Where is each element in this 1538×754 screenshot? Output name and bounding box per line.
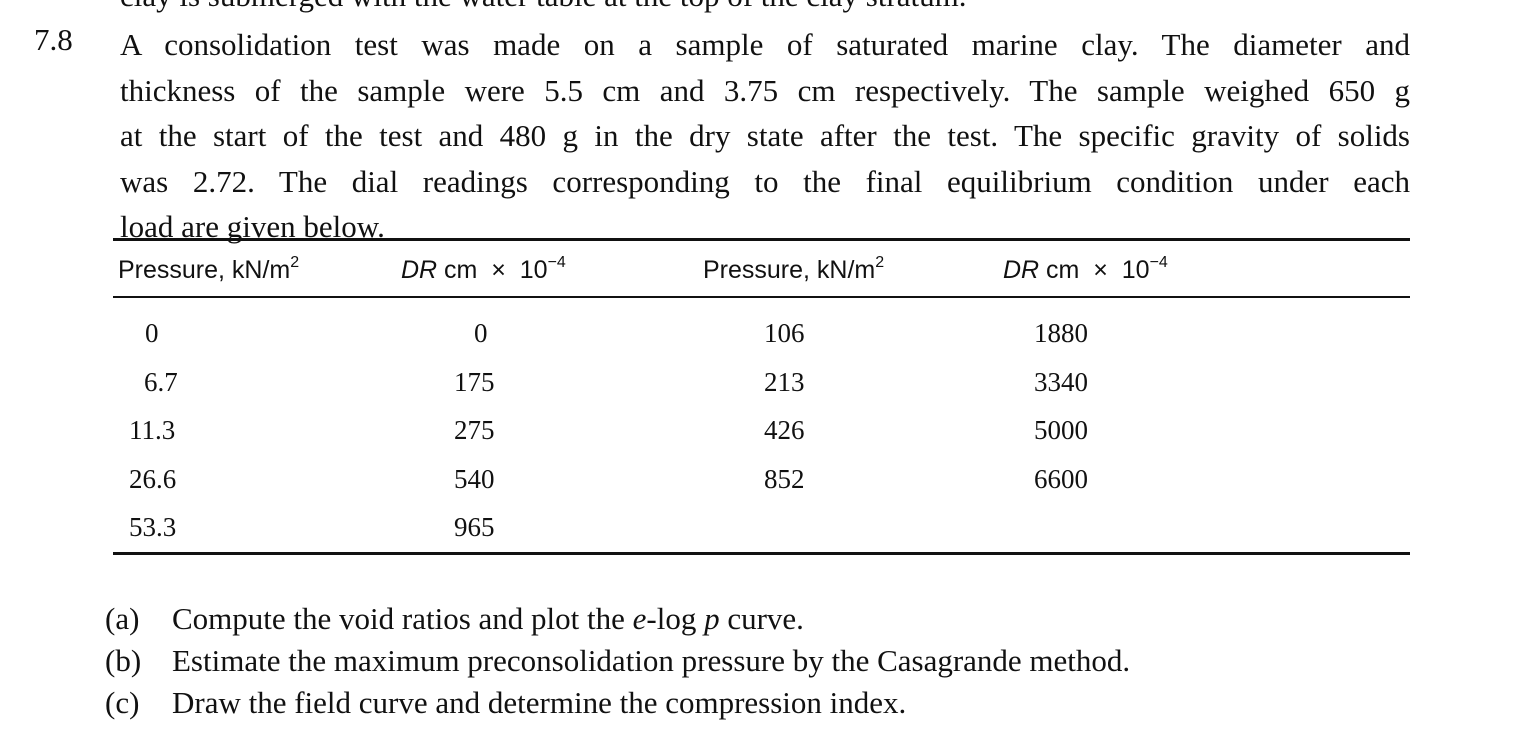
header-text: Pressure, kN/m	[118, 256, 291, 284]
cell-pressure: 11.3	[129, 415, 176, 445]
table-bottom-rule	[113, 552, 1410, 555]
header-dr-right: DR cm × 10−4	[1003, 254, 1168, 285]
question-text: Draw the field curve and determine the c…	[172, 685, 907, 720]
question-text: Estimate the maximum preconsolidation pr…	[172, 643, 1131, 678]
question-label: (a)	[105, 601, 140, 636]
header-dr-unit: cm × 10	[437, 256, 548, 284]
cell-dr: 275	[454, 415, 495, 445]
table-header: Pressure, kN/m2 DR cm × 10−4 Pressure, k…	[113, 241, 1410, 296]
cell-pressure: 106	[764, 318, 805, 348]
variable-p: p	[704, 601, 720, 636]
question-text-part: Compute the void ratios and plot the	[172, 601, 633, 636]
header-pressure-right: Pressure, kN/m2	[703, 254, 885, 285]
header-pressure-left: Pressure, kN/m2	[118, 254, 300, 285]
cell-dr: 540	[454, 464, 495, 494]
cell-dr: 3340	[1034, 367, 1088, 397]
header-dr-italic: DR	[1003, 256, 1040, 284]
header-text: Pressure, kN/m	[703, 256, 876, 284]
header-dr-italic: DR	[401, 256, 438, 284]
statement-line: A consolidation test was made on a sampl…	[120, 27, 1410, 62]
table-body: 0 0 6.7 175 11.3 275 26.6 540 53.3 965 1…	[113, 298, 1410, 548]
statement-line: at the start of the test and 480 g in th…	[120, 118, 1410, 153]
cell-pressure: 852	[764, 464, 805, 494]
question-a: (a) Compute the void ratios and plot the…	[105, 598, 1130, 640]
header-dr-left: DR cm × 10−4	[401, 254, 566, 285]
cell-dr: 0	[474, 318, 488, 348]
cell-pressure: 6.7	[144, 367, 178, 397]
cut-off-text-line: clay is submerged with the water table a…	[120, 0, 967, 14]
cell-pressure: 213	[764, 367, 805, 397]
question-text-part: -log	[646, 601, 705, 636]
cell-dr: 5000	[1034, 415, 1088, 445]
cell-dr: 6600	[1034, 464, 1088, 494]
question-list: (a) Compute the void ratios and plot the…	[105, 598, 1130, 724]
cell-pressure: 26.6	[129, 464, 177, 494]
table-top-rule	[113, 238, 1410, 241]
question-c: (c) Draw the field curve and determine t…	[105, 682, 1130, 724]
cell-pressure: 53.3	[129, 512, 177, 542]
header-sup: 2	[875, 254, 885, 271]
question-label: (c)	[105, 685, 140, 720]
question-text: Compute the void ratios and plot the e-l…	[172, 598, 804, 640]
problem-number: 7.8	[34, 22, 73, 57]
header-sup: −4	[547, 254, 566, 271]
cell-pressure: 0	[145, 318, 159, 348]
cell-dr: 1880	[1034, 318, 1088, 348]
cell-dr: 175	[454, 367, 495, 397]
variable-e: e	[632, 601, 647, 636]
header-sup: −4	[1149, 254, 1168, 271]
cell-pressure: 426	[764, 415, 805, 445]
header-dr-unit: cm × 10	[1039, 256, 1150, 284]
problem-statement: A consolidation test was made on a sampl…	[120, 22, 1410, 250]
question-text-part: curve.	[719, 601, 804, 636]
table-header-rule	[113, 296, 1410, 298]
dial-readings-table: Pressure, kN/m2 DR cm × 10−4 Pressure, k…	[113, 238, 1410, 555]
header-sup: 2	[290, 254, 300, 271]
question-label: (b)	[105, 643, 142, 678]
statement-line: thickness of the sample were 5.5 cm and …	[120, 72, 1410, 108]
cell-dr: 965	[454, 512, 495, 542]
statement-line: was 2.72. The dial readings correspondin…	[120, 163, 1410, 199]
question-b: (b) Estimate the maximum preconsolidatio…	[105, 640, 1130, 682]
